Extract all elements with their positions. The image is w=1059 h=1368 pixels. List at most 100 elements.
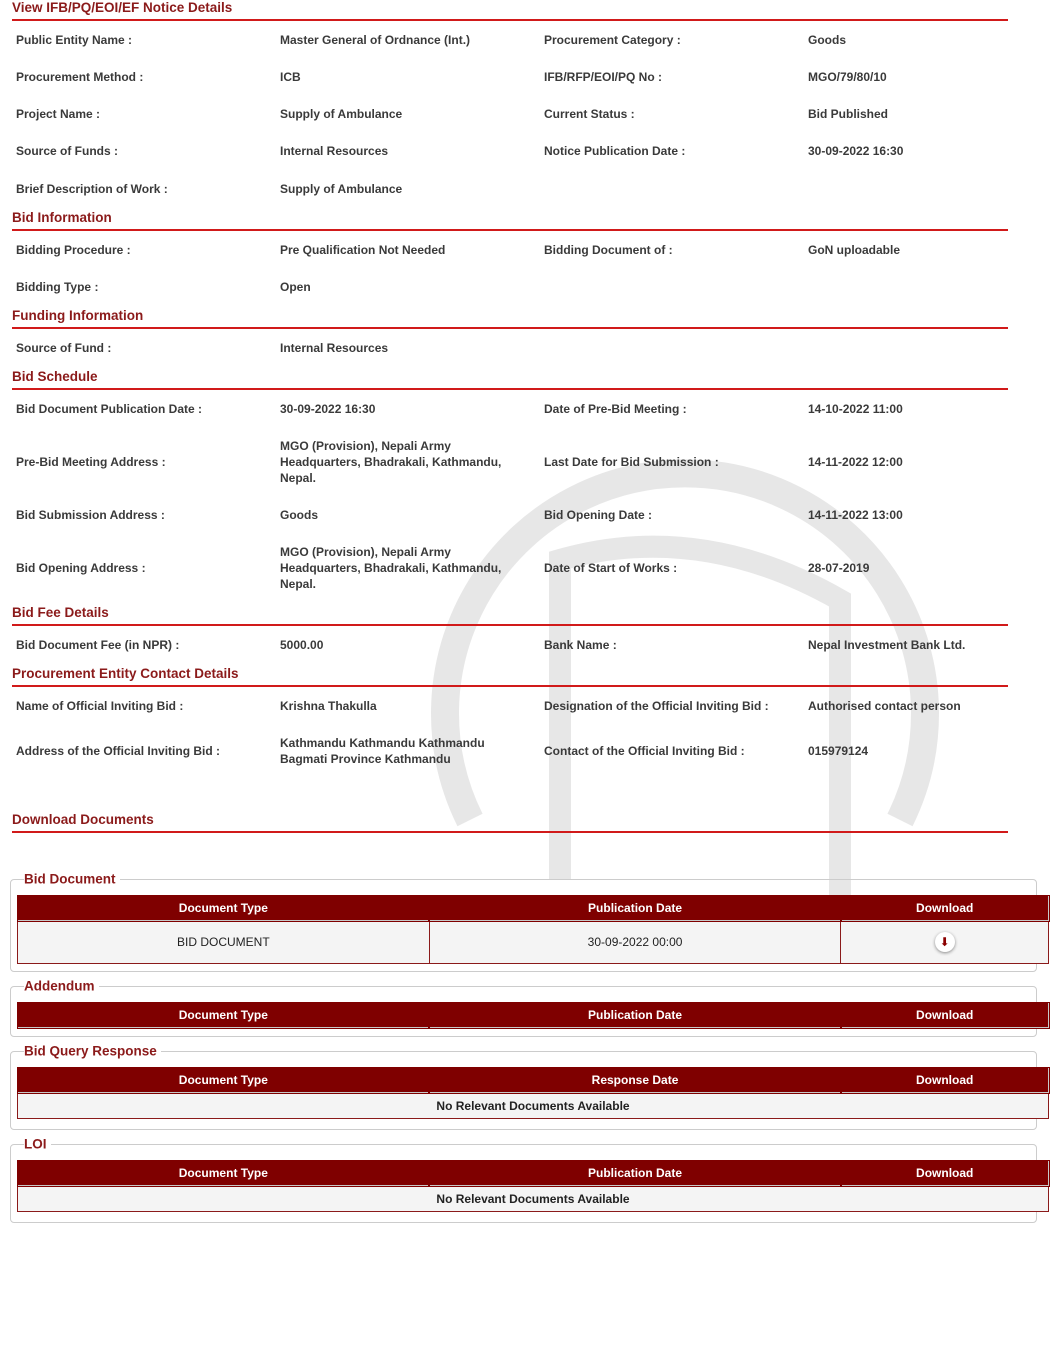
field-value: Authorised contact person (808, 699, 961, 713)
field-value: Kathmandu Kathmandu Kathmandu Bagmati Pr… (280, 736, 485, 766)
field-value: 30-09-2022 16:30 (808, 144, 904, 158)
field-label: Bidding Type : (16, 280, 99, 294)
publication-date: 30-09-2022 00:00 (428, 920, 842, 964)
column-header: Document Type (16, 1001, 431, 1029)
table-row: BID DOCUMENT 30-09-2022 00:00 ⬇ (17, 920, 1049, 964)
group-legend: Bid Query Response (24, 1043, 161, 1059)
column-header: Publication Date (428, 894, 842, 922)
section-title-downloads: Download Documents (12, 812, 154, 827)
field-label: Contact of the Official Inviting Bid : (544, 744, 745, 758)
section-title-funding: Funding Information (12, 308, 144, 323)
field-label: Procurement Method : (16, 70, 144, 84)
section-title-schedule: Bid Schedule (12, 369, 98, 384)
field-label: Project Name : (16, 107, 101, 121)
section-divider (12, 831, 1008, 833)
field-label: Current Status : (544, 107, 635, 121)
field-value: Master General of Ordnance (Int.) (280, 33, 471, 47)
field-value: GoN uploadable (808, 243, 901, 257)
empty-row: No Relevant Documents Available (17, 1092, 1049, 1119)
field-label: Source of Fund : (16, 341, 112, 355)
field-value: Internal Resources (280, 341, 389, 355)
field-value: 5000.00 (280, 638, 324, 652)
table-header-row: Document Type Publication Date Download (16, 1001, 1050, 1029)
field-label: Name of Official Inviting Bid : (16, 699, 184, 713)
section-divider (12, 19, 1008, 21)
table-header-row: Document Type Response Date Download (16, 1066, 1050, 1094)
field-label: Bank Name : (544, 638, 617, 652)
section-divider (12, 327, 1008, 329)
field-value: Internal Resources (280, 144, 389, 158)
field-label: Bid Opening Date : (544, 508, 652, 522)
field-label: Procurement Category : (544, 33, 681, 47)
section-divider (12, 229, 1008, 231)
field-value: Krishna Thakulla (280, 699, 377, 713)
field-label: Bid Document Publication Date : (16, 402, 203, 416)
field-value: Goods (808, 33, 846, 47)
field-value: Open (280, 280, 311, 294)
field-value: 30-09-2022 16:30 (280, 402, 376, 416)
group-legend: Addendum (24, 978, 99, 994)
documents-table: Document Type Publication Date Download No … (16, 1159, 1050, 1212)
column-header: Document Type (16, 894, 431, 922)
field-value: Supply of Ambulance (280, 182, 403, 196)
column-header: Document Type (16, 1066, 431, 1094)
column-header: Document Type (16, 1159, 431, 1187)
field-label: Address of the Official Inviting Bid : (16, 744, 221, 758)
field-value: 14-10-2022 11:00 (808, 402, 903, 416)
field-label: Designation of the Official Inviting Bid… (544, 699, 769, 713)
field-label: Bidding Procedure : (16, 243, 131, 257)
field-label: Last Date for Bid Submission : (544, 455, 719, 469)
document-type: BID DOCUMENT (17, 920, 430, 964)
section-title-fee: Bid Fee Details (12, 605, 109, 620)
field-value: 14-11-2022 12:00 (808, 455, 903, 469)
table-header-row: Document Type Publication Date Download (16, 894, 1050, 922)
field-value: 015979124 (808, 744, 869, 758)
field-label: Date of Start of Works : (544, 561, 678, 575)
column-header: Download (839, 1159, 1050, 1187)
download-cell: ⬇ (840, 920, 1049, 964)
field-value: MGO (Provision), Nepali Army Headquarter… (280, 545, 502, 591)
field-value: Pre Qualification Not Needed (280, 243, 446, 257)
no-documents-message: No Relevant Documents Available (17, 1092, 1049, 1119)
empty-row: No Relevant Documents Available (17, 1185, 1049, 1212)
column-header: Download (839, 894, 1050, 922)
field-label: IFB/RFP/EOI/PQ No : (544, 70, 663, 84)
section-divider (12, 388, 1008, 390)
no-documents-message: No Relevant Documents Available (17, 1185, 1049, 1212)
field-value: MGO/79/80/10 (808, 70, 887, 84)
section-divider (12, 685, 1008, 687)
group-legend: LOI (24, 1136, 51, 1152)
field-label: Source of Funds : (16, 144, 118, 158)
field-label: Pre-Bid Meeting Address : (16, 455, 166, 469)
column-header: Download (839, 1066, 1050, 1094)
section-divider (12, 624, 1008, 626)
field-value: Goods (280, 508, 318, 522)
field-label: Brief Description of Work : (16, 182, 168, 196)
column-header: Publication Date (428, 1001, 842, 1029)
field-label: Public Entity Name : (16, 33, 133, 47)
section-title-bid_info: Bid Information (12, 210, 112, 225)
field-label: Bidding Document of : (544, 243, 673, 257)
column-header: Response Date (428, 1066, 842, 1094)
documents-table: Document Type Publication Date Download BID… (16, 894, 1050, 964)
field-value: 28-07-2019 (808, 561, 870, 575)
section-title-notice: View IFB/PQ/EOI/EF Notice Details (12, 0, 233, 15)
field-label: Bid Opening Address : (16, 561, 146, 575)
table-header-row: Document Type Publication Date Download (16, 1159, 1050, 1187)
documents-table: Document Type Publication Date Download (16, 1001, 1050, 1029)
group-legend: Bid Document (24, 871, 120, 887)
column-header: Publication Date (428, 1159, 842, 1187)
field-value: Nepal Investment Bank Ltd. (808, 638, 966, 652)
field-value: MGO (Provision), Nepali Army Headquarter… (280, 439, 502, 485)
field-label: Date of Pre-Bid Meeting : (544, 402, 687, 416)
field-label: Notice Publication Date : (544, 144, 686, 158)
field-value: Supply of Ambulance (280, 107, 403, 121)
column-header: Download (839, 1001, 1050, 1029)
field-value: 14-11-2022 13:00 (808, 508, 903, 522)
field-label: Bid Document Fee (in NPR) : (16, 638, 180, 652)
field-value: Bid Published (808, 107, 889, 121)
download-arrow-icon[interactable]: ⬇ (934, 932, 955, 952)
field-label: Bid Submission Address : (16, 508, 165, 522)
section-title-contact: Procurement Entity Contact Details (12, 666, 239, 681)
field-value: ICB (280, 70, 301, 84)
